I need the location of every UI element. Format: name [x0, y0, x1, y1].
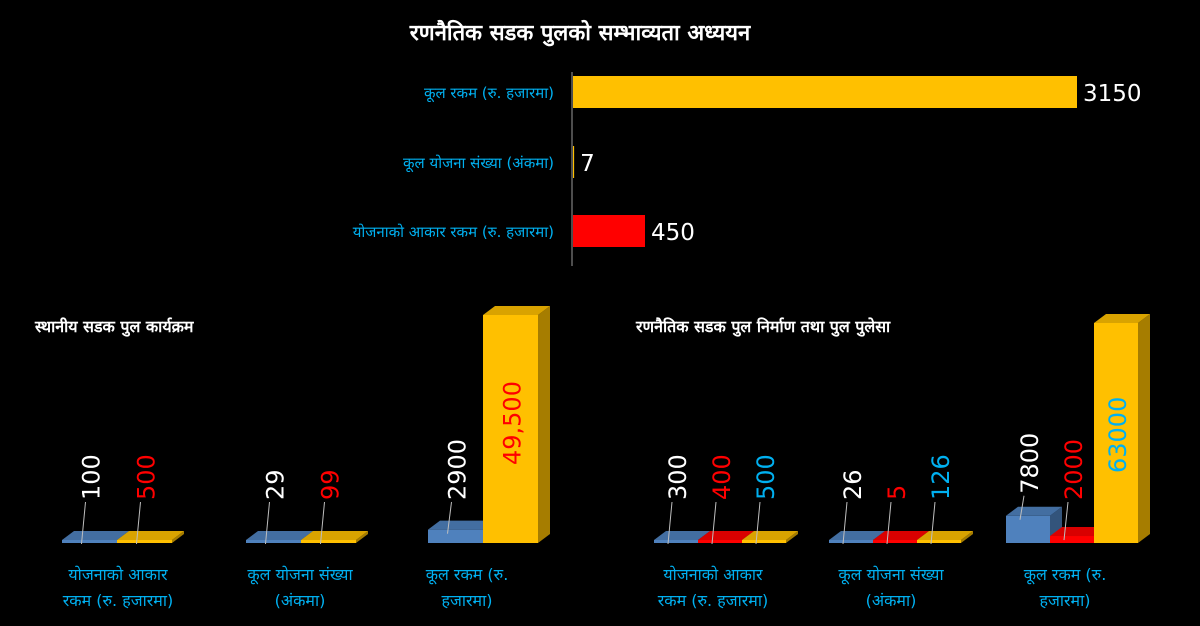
- bar-top: [873, 531, 929, 540]
- chart-title: स्थानीय सडक पुल कार्यक्रम: [34, 317, 195, 337]
- label-leader-line: [265, 501, 270, 545]
- data-label: 7: [580, 151, 595, 177]
- bar-side: [786, 531, 798, 543]
- category-label: योजनाको आकार: [68, 565, 168, 584]
- bar: [742, 540, 786, 543]
- data-label: 400: [708, 454, 736, 500]
- data-label: 49,500: [499, 381, 527, 465]
- bar: [573, 76, 1077, 108]
- horizontal-bar-chart: रणनैतिक सडक पुलको सम्भाव्यता अध्ययन कूल र…: [353, 19, 1142, 266]
- data-label: 29: [262, 469, 290, 500]
- category-label: योजनाको आकार: [663, 565, 763, 584]
- label-leader-line: [136, 501, 141, 545]
- bar-top: [1094, 314, 1150, 323]
- label-leader-line: [842, 501, 848, 545]
- category-label: कूल रकम (रु. हजारमा): [424, 84, 554, 103]
- label-leader-line: [447, 501, 452, 534]
- data-label: 2000: [1060, 439, 1088, 500]
- category-label: (अंकमा): [275, 591, 326, 610]
- data-label: 500: [133, 454, 161, 500]
- bar: [573, 146, 575, 178]
- category-label: हजारमा): [441, 591, 492, 610]
- bar-top: [742, 531, 798, 540]
- bar: [917, 540, 961, 543]
- label-leader-line: [1019, 495, 1025, 520]
- data-label: 3150: [1083, 81, 1142, 107]
- bar-top: [246, 531, 313, 540]
- category-label: कूल योजना संख्या: [247, 565, 353, 585]
- bar: [62, 540, 117, 543]
- category-label: योजनाको आकार रकम (रु. हजारमा): [353, 223, 554, 241]
- bar-top: [428, 520, 495, 530]
- category-label: कूल योजना संख्या: [838, 565, 944, 585]
- bar: [483, 315, 538, 543]
- grouped-3d-bar-chart: स्थानीय सडक पुल कार्यक्रम योजनाको आकार रकम…: [34, 306, 550, 610]
- label-leader-line: [886, 501, 892, 545]
- label-leader-line: [930, 501, 936, 545]
- label-leader-line: [320, 501, 325, 545]
- data-label: 26: [839, 469, 867, 500]
- category-label: रकम (रु. हजारमा): [63, 591, 173, 610]
- label-leader-line: [1063, 501, 1069, 541]
- bar-top: [917, 531, 973, 540]
- bar: [1006, 515, 1050, 543]
- bar-side: [961, 531, 973, 543]
- bar: [428, 529, 483, 543]
- bar-top: [829, 531, 885, 540]
- bar: [1050, 536, 1094, 543]
- bar: [573, 215, 645, 247]
- data-label: 63000: [1104, 397, 1132, 473]
- bar: [654, 540, 698, 543]
- category-label: (अंकमा): [866, 591, 917, 610]
- data-label: 99: [317, 469, 345, 500]
- bar-side: [172, 531, 184, 543]
- category-label: कूल रकम (रु.: [426, 565, 509, 585]
- bar-top: [1050, 527, 1106, 537]
- bar: [117, 540, 172, 543]
- category-label: कूल योजना संख्या (अंकमा): [403, 154, 554, 173]
- bar-side: [356, 531, 368, 543]
- chart-title: रणनैतिक सडक पुलको सम्भाव्यता अध्ययन: [409, 19, 751, 47]
- bar-side: [1138, 314, 1150, 543]
- bar-top: [117, 531, 184, 540]
- data-label: 126: [927, 454, 955, 500]
- bar-top: [1006, 506, 1062, 516]
- bar: [873, 540, 917, 543]
- bar-side: [538, 306, 550, 543]
- bar-top: [483, 306, 550, 315]
- grouped-3d-bar-chart: रणनैतिक सडक पुल निर्माण तथा पुल पुलेसा यो…: [635, 314, 1150, 610]
- bar: [698, 540, 742, 543]
- bar: [246, 540, 301, 543]
- data-label: 500: [752, 454, 780, 500]
- data-label: 450: [651, 220, 695, 246]
- label-leader-line: [755, 501, 761, 545]
- data-label: 100: [78, 454, 106, 500]
- label-leader-line: [667, 501, 673, 545]
- bar-top: [62, 531, 129, 540]
- bar-top: [698, 531, 754, 540]
- data-label: 5: [883, 485, 911, 500]
- data-label: 7800: [1016, 433, 1044, 494]
- bar: [829, 540, 873, 543]
- data-label: 300: [664, 454, 692, 500]
- label-leader-line: [81, 501, 86, 545]
- bar-top: [654, 531, 710, 540]
- bar: [301, 540, 356, 543]
- label-leader-line: [711, 501, 717, 545]
- data-label: 2900: [444, 439, 472, 500]
- category-label: हजारमा): [1039, 591, 1090, 610]
- chart-title: रणनैतिक सडक पुल निर्माण तथा पुल पुलेसा: [635, 317, 891, 337]
- bar: [1094, 323, 1138, 543]
- category-label: कूल रकम (रु.: [1024, 565, 1107, 585]
- category-label: रकम (रु. हजारमा): [658, 591, 768, 610]
- bar-top: [301, 531, 368, 540]
